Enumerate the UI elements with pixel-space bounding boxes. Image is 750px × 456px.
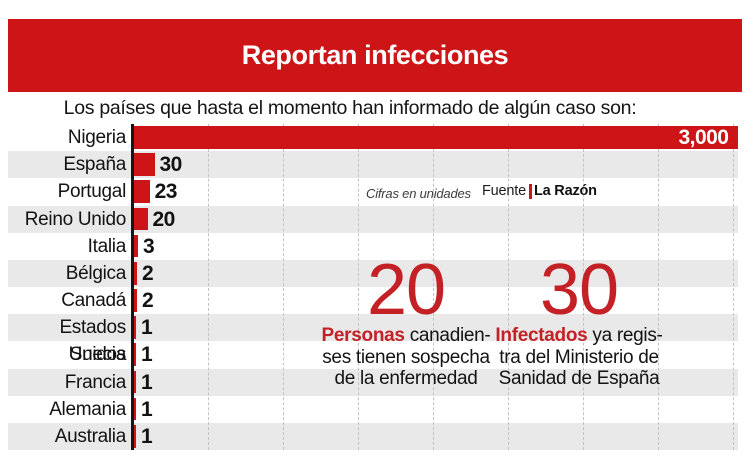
value-label-nigeria: 3,000 [678,126,729,149]
stat-highlight: Personas [321,325,405,346]
gridline [358,124,359,451]
category-label-belgica: Bélgica [65,262,127,284]
row-band-francia [8,368,738,396]
source-note: Fuente La Razón [482,183,597,199]
row-band-belgica [8,259,738,287]
bar-belgica [133,261,137,285]
value-label-espana: 30 [159,153,183,177]
y-axis-line [131,124,134,451]
stat-text: Personas canadien- ses tienen sospecha d… [256,325,556,390]
chart-subtitle: Los países que hasta el momento han info… [63,97,637,119]
category-label-italia: Italia [87,235,127,257]
stat-highlight: Infectados [495,325,588,346]
gridline [583,124,584,451]
bar-alemania [133,397,136,421]
source-name: La Razón [533,183,597,199]
value-label-canada: 2 [142,289,154,313]
category-label-estados-unidos: Estados Unidos [59,317,126,366]
bar-italia [133,234,138,258]
stat-number: 20 [366,250,446,330]
stat-line3: Sanidad de España [498,368,660,389]
source-label: Fuente [482,183,526,199]
stat-line1-rest: ya regis- [592,325,663,346]
page-title: Reportan infecciones [241,40,509,70]
category-label-australia: Australia [54,425,127,447]
row-band-reino-unido [8,205,738,233]
gridline [733,124,734,451]
source-separator-icon [528,183,532,199]
gridline [658,124,659,451]
category-label-espana: España [63,154,126,176]
stat-spain-infected: 30 Infectados ya regis- tra del Minister… [429,250,729,390]
stat-number: 30 [539,250,619,330]
header-banner: Reportan infecciones [8,19,742,92]
value-label-suecia: 1 [141,343,153,367]
bar-francia [133,370,136,394]
category-label-francia: Francia [64,371,127,393]
row-band-australia [8,422,738,451]
row-band-estados-unidos [8,314,738,342]
bar-espana [133,153,155,176]
gridline [283,124,284,451]
category-label-portugal: Portugal [57,181,127,203]
bar-portugal [133,180,150,203]
stat-line2: ses tienen sospecha [322,346,490,368]
value-label-italia: 3 [143,234,155,258]
bar-estados-unidos [133,316,136,339]
category-label-canada: Canadá [61,290,126,312]
bar-canada [133,289,137,312]
stat-canada-suspects: 20 Personas canadien- ses tienen sospech… [256,250,556,390]
gridline [208,124,209,451]
category-label-suecia: Suecia [69,344,127,366]
value-label-australia: 1 [141,424,153,448]
value-label-francia: 1 [141,370,153,394]
gridline [508,124,509,451]
stat-line3: de la enfermedad [334,368,478,389]
bar-suecia [133,343,136,367]
value-label-reino-unido: 20 [152,207,176,231]
gridline [433,124,434,451]
stat-line1-rest: canadien- [409,325,491,346]
category-label-reino-unido: Reino Unido [24,208,127,230]
category-label-alemania: Alemania [49,398,126,420]
bar-nigeria [133,126,738,149]
category-label-nigeria: Nigeria [67,127,126,148]
value-label-estados-unidos: 1 [141,316,153,340]
value-label-portugal: 23 [154,180,178,204]
value-label-alemania: 1 [141,397,153,421]
value-label-belgica: 2 [142,261,154,285]
stat-line2: tra del Ministerio de [499,346,659,368]
stat-text: Infectados ya regis- tra del Ministerio … [429,325,729,390]
bar-reino-unido [133,207,148,231]
row-band-espana [8,151,738,179]
units-note: Cifras en unidades [366,186,471,201]
bar-australia [133,424,136,448]
